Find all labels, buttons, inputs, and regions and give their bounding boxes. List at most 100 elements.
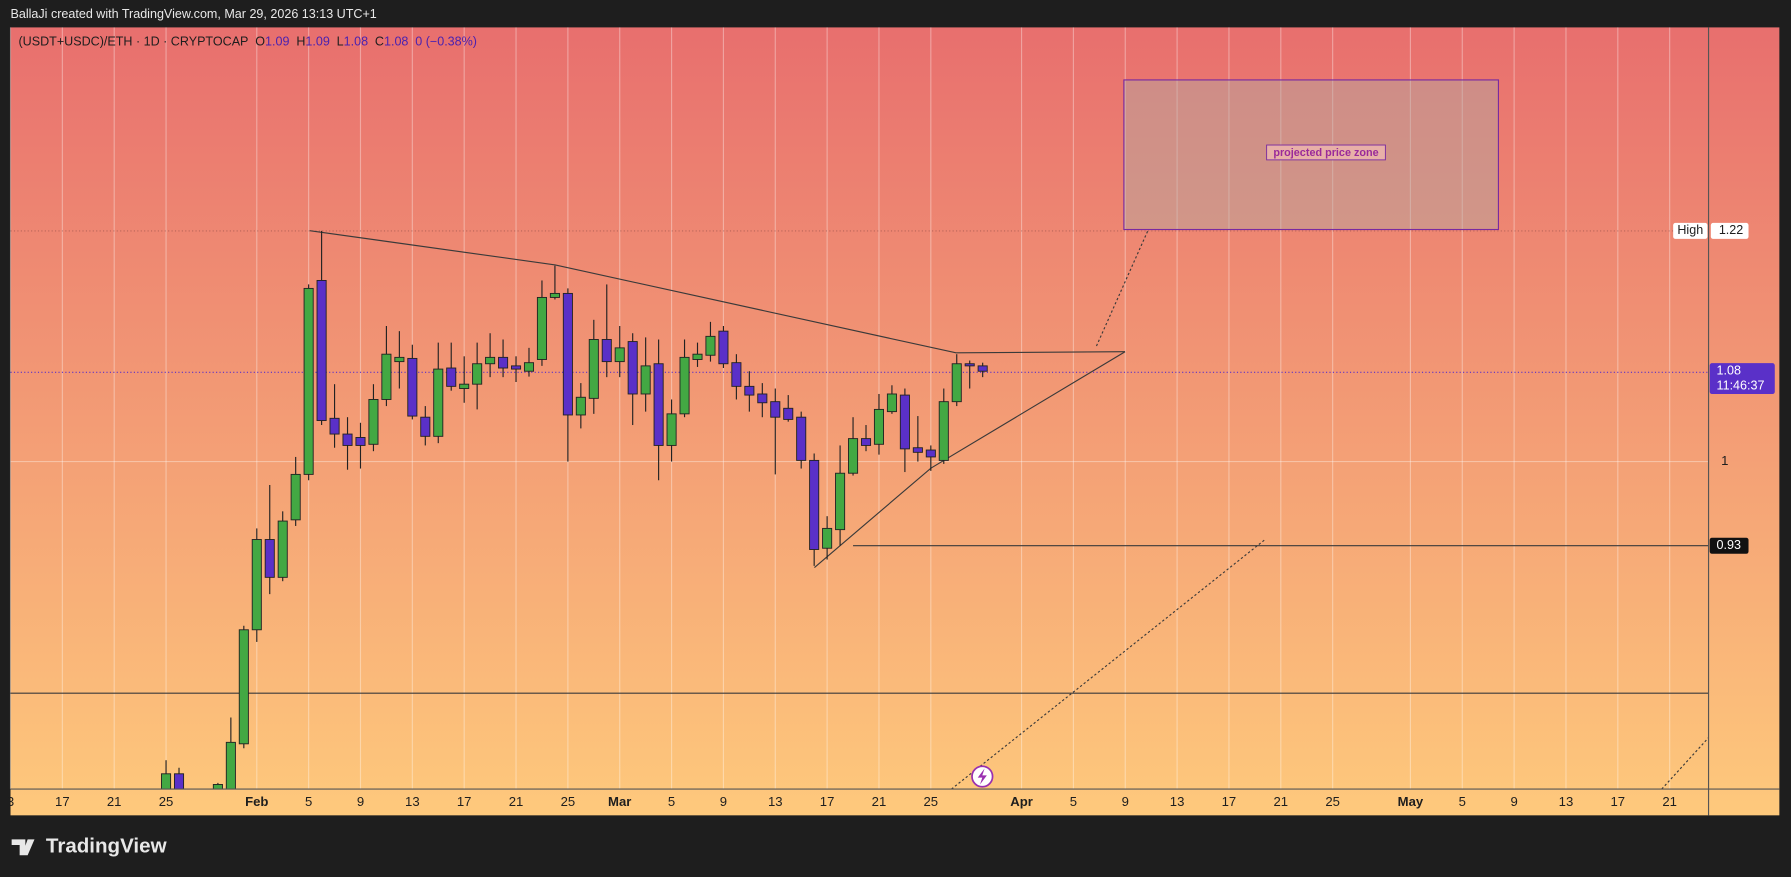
c-label: C [375, 35, 384, 49]
x-tick-label: Feb [245, 794, 268, 809]
candle-body [718, 330, 729, 365]
candle-body [407, 357, 418, 417]
candle-body [238, 629, 249, 745]
candle-body [757, 393, 768, 404]
price-label: 1.08 [1717, 363, 1741, 377]
candle-body [796, 416, 807, 461]
level-box [1709, 537, 1749, 554]
candle-body [575, 396, 586, 416]
candle-body [627, 341, 638, 395]
h-value: 1.09 [305, 35, 329, 49]
x-tick-label: 13 [1170, 794, 1185, 809]
candle-body [886, 393, 897, 413]
candle-body [329, 417, 340, 435]
candle-body [446, 367, 457, 387]
candle-body [679, 356, 690, 415]
x-tick-label: 17 [55, 794, 70, 809]
candle-body [161, 773, 172, 790]
candle-body [381, 353, 392, 400]
x-tick-label: 21 [509, 794, 524, 809]
candle-body [368, 399, 379, 445]
high-value: 1.22 [1719, 223, 1743, 237]
x-tick-label: 25 [924, 794, 939, 809]
event-icon-bolt [977, 768, 987, 785]
candle-body [498, 356, 509, 369]
candle-body [225, 741, 236, 790]
o-value: 1.09 [265, 35, 289, 49]
candle-body [511, 365, 522, 370]
candle-body [472, 363, 483, 385]
candle-body [536, 296, 547, 360]
candle-body [692, 353, 703, 360]
candle-body [899, 394, 910, 450]
x-tick-label: 5 [1070, 794, 1077, 809]
candle-body [485, 356, 496, 365]
level-label: 0.93 [1717, 538, 1741, 552]
candle-body [549, 292, 560, 298]
candle-body [523, 362, 535, 372]
o-label: O [255, 35, 265, 49]
overlay: 3 17 21 25 Feb 5 9 13 17 21 25 Mar 5 9 13 17 21 25 Apr 5 9 13… [7, 222, 1775, 809]
candle-body [964, 363, 975, 367]
annotation-box [1266, 144, 1386, 161]
candle-body [860, 438, 872, 446]
x-tick-label: 17 [457, 794, 472, 809]
y-tick-label: 1 [1721, 453, 1728, 468]
high-label-box [1673, 222, 1708, 239]
x-tick-label: 13 [405, 794, 420, 809]
resistance-line [309, 230, 1126, 354]
candle-body [653, 363, 664, 446]
x-tick-label: May [1398, 794, 1424, 809]
candle-body [938, 401, 949, 461]
candle-body [809, 459, 820, 550]
x-tick-label: 5 [1459, 794, 1466, 809]
x-tick-label: 5 [668, 794, 675, 809]
x-tick-label: 9 [1122, 794, 1129, 809]
candle-body [731, 362, 742, 387]
x-tick-label: Mar [608, 794, 631, 809]
x-tick-label: 21 [1662, 794, 1677, 809]
candle-body [744, 385, 755, 396]
dotted-line [1095, 230, 1149, 347]
candle-body [835, 472, 846, 531]
x-tick-label: 21 [1273, 794, 1288, 809]
candle-body [666, 413, 677, 446]
l-label: L [337, 35, 344, 49]
high-value-box [1710, 222, 1749, 239]
candle-body [640, 365, 651, 395]
high-label: High [1677, 223, 1703, 237]
candle-body [783, 407, 794, 420]
candle-body [290, 473, 301, 521]
candle-body [355, 437, 366, 446]
candle-body [912, 447, 923, 453]
ohlc-header: (USDT+USDC)/ETH · 1D · CRYPTOCAP O1.09 H1.… [19, 35, 477, 49]
x-tick-label: 9 [1510, 794, 1517, 809]
x-tick-label: 13 [1559, 794, 1574, 809]
candle-body [601, 339, 612, 363]
candle-body [951, 363, 962, 403]
l-value: 1.08 [344, 35, 368, 49]
x-tick-label: 25 [561, 794, 576, 809]
candle-body [212, 784, 223, 790]
brand: TradingView [46, 835, 168, 858]
x-tick-label: 21 [107, 794, 122, 809]
symbol: (USDT+USDC)/ETH · 1D · CRYPTOCAP [19, 35, 249, 49]
candle-body [822, 527, 833, 549]
candle-body [977, 365, 988, 372]
brand-logo: TradingView [11, 835, 168, 858]
x-tick-label: 21 [872, 794, 887, 809]
price-box [1709, 363, 1775, 394]
x-tick-label: 9 [357, 794, 364, 809]
x-tick-label: 17 [820, 794, 835, 809]
candle-body [848, 438, 859, 474]
brand-icon [11, 839, 35, 856]
x-tick-label: 5 [305, 794, 312, 809]
candle-body [264, 539, 275, 578]
x-tick-label: 25 [1325, 794, 1340, 809]
candle-body [251, 539, 262, 631]
candle-body [433, 368, 444, 437]
x-tick-label: 17 [1611, 794, 1626, 809]
annotation: projected price zone [1273, 147, 1378, 159]
